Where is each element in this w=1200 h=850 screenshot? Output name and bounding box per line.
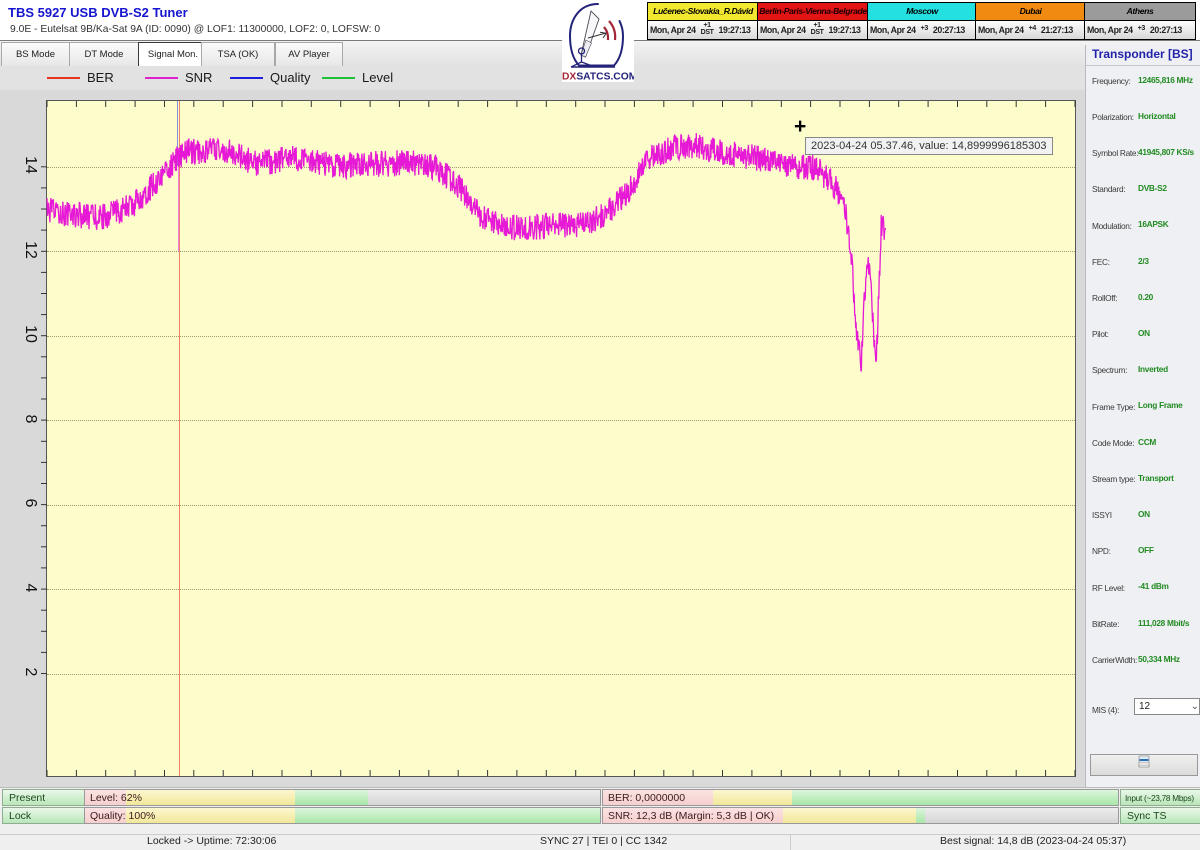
- svg-text:DXSATCS.COM: DXSATCS.COM: [562, 72, 634, 83]
